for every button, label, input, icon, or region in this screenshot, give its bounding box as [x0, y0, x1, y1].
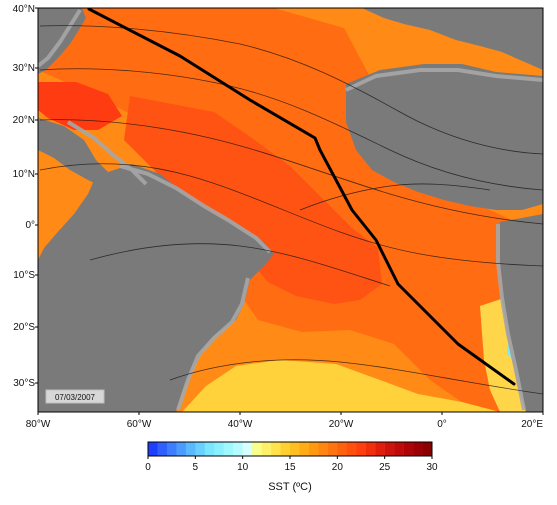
lon-tick-0: 0°: [437, 419, 447, 430]
shelf-outlines: [38, 8, 543, 411]
south-america-land: [38, 164, 274, 412]
caribbean-hotspot: [38, 82, 122, 130]
colorbar-segment: [422, 442, 433, 456]
colorbar-segment: [271, 442, 281, 456]
lat-tick-equator: 0°: [25, 220, 35, 231]
colorbar: 0 5 10 15 20 25 30 SST (ºC): [145, 441, 438, 493]
date-label-box: [45, 389, 105, 404]
lat-tick-20n: 20°N: [13, 115, 35, 126]
colorbar-tick-label: 30: [426, 462, 438, 473]
colorbar-segment: [384, 442, 395, 456]
colorbar-segment: [337, 442, 347, 456]
colorbar-segment: [148, 442, 158, 456]
colorbar-tick-label: 25: [379, 462, 391, 473]
lat-tick-40n: 40°N: [13, 4, 35, 15]
equatorial-hot-zone: [124, 96, 382, 304]
lat-ticks: 40°N 30°N 20°N 10°N 0° 10°S 20°S 30°S: [13, 4, 36, 389]
colorbar-segment: [327, 442, 338, 456]
colorbar-segment: [242, 442, 253, 456]
colorbar-segment: [204, 442, 215, 456]
colorbar-segment: [394, 442, 404, 456]
colorbar-segment: [346, 442, 357, 456]
colorbar-segment: [365, 442, 376, 456]
colorbar-tick-label: 0: [145, 462, 151, 473]
colorbar-segment: [223, 442, 234, 456]
colorbar-tick-label: 10: [237, 462, 249, 473]
colorbar-segment: [195, 442, 205, 456]
lat-tick-30n: 30°N: [13, 63, 35, 74]
colorbar-label: SST (ºC): [268, 481, 312, 493]
colorbar-segment: [166, 442, 177, 456]
lat-tick-marks: [35, 7, 38, 384]
colorbar-segment: [185, 442, 196, 456]
date-label: 07/03/2007: [55, 393, 96, 402]
lon-tick-20e: 20°E: [521, 419, 543, 430]
colorbar-segment: [308, 442, 319, 456]
colorbar-segment: [403, 442, 414, 456]
central-america-land: [38, 118, 146, 196]
lat-tick-10s: 10°S: [13, 270, 35, 281]
colorbar-segment: [280, 442, 291, 456]
lat-tick-30s: 30°S: [13, 378, 35, 389]
lon-tick-marks: [37, 412, 544, 415]
colorbar-segment: [176, 442, 187, 456]
south-cool-yellow-2: [182, 360, 500, 412]
africa-land: [346, 64, 543, 210]
lat-tick-10n: 10°N: [13, 169, 35, 180]
ship-route: [87, 8, 516, 386]
africa-southwest-land: [500, 214, 543, 412]
colorbar-segment: [290, 442, 300, 456]
colorbar-segment: [252, 442, 262, 456]
colorbar-segment: [356, 442, 366, 456]
colorbar-tick-label: 20: [332, 462, 344, 473]
colorbar-segment: [318, 442, 329, 456]
colorbar-segment: [261, 442, 272, 456]
lon-tick-80w: 80°W: [26, 419, 51, 430]
colorbar-tick-label: 5: [193, 462, 199, 473]
colorbar-segment: [299, 442, 310, 456]
lon-tick-20w: 20°W: [329, 419, 354, 430]
lat-tick-20s: 20°S: [13, 322, 35, 333]
colorbar-segment: [375, 442, 385, 456]
colorbar-segment: [413, 442, 423, 456]
map-area: 07/03/2007: [38, 8, 543, 412]
colorbar-segment: [157, 442, 168, 456]
lon-ticks: 80°W 60°W 40°W 20°W 0° 20°E: [26, 419, 544, 430]
map-frame: [37, 7, 544, 413]
lon-tick-60w: 60°W: [127, 419, 152, 430]
europe-land: [362, 8, 543, 70]
lon-tick-40w: 40°W: [228, 419, 253, 430]
colorbar-tick-label: 15: [284, 462, 296, 473]
colorbar-segment: [214, 442, 224, 456]
colorbar-segment: [233, 442, 243, 456]
